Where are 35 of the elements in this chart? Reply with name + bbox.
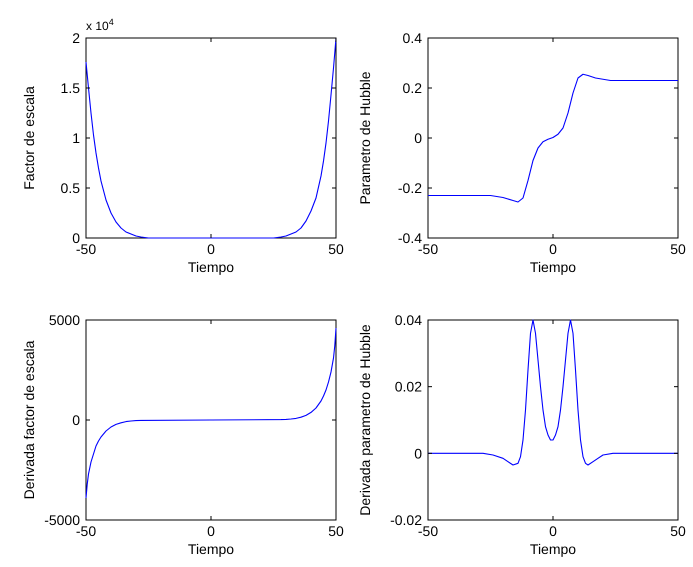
x-tick-label: 0 <box>549 523 558 539</box>
y-axis-title: Derivada parametro de Hubble <box>357 324 373 516</box>
line-series <box>85 37 337 239</box>
text: x 10$^{4}$ <box>86 17 114 33</box>
x-axis-title: Tiempo <box>188 259 234 275</box>
x-tick-label: 0 <box>549 241 558 257</box>
y-tick-label: 5000 <box>48 312 80 328</box>
y-tick-label: 0 <box>72 230 80 246</box>
y-tick-label: 2 <box>72 30 80 46</box>
x-axis-title: Tiempo <box>530 541 576 557</box>
y-axis-title: Factor de escala <box>21 86 37 190</box>
x-axis-title: Tiempo <box>530 259 576 275</box>
y-tick-label: 0.02 <box>394 378 422 395</box>
y-tick-label: 0.04 <box>394 312 422 328</box>
y-tick-label: 0 <box>414 130 422 146</box>
x-axis-title: Tiempo <box>188 541 234 557</box>
y-tick-label: 0 <box>414 445 422 462</box>
y-tick-label: -5000 <box>44 512 80 528</box>
x-tick-label: 0 <box>207 241 216 257</box>
y-axis-title: Parametro de Hubble <box>357 71 373 205</box>
line-series <box>85 327 337 499</box>
y-tick-label: 0.2 <box>402 80 422 96</box>
y-axis-title: Derivada factor de escala <box>21 340 37 500</box>
x-tick-label: 50 <box>328 241 344 257</box>
y-tick-label: 1.5 <box>60 80 80 96</box>
y-tick-label: 1 <box>72 130 80 146</box>
line-series <box>427 74 679 203</box>
y-tick-label: -0.2 <box>398 180 422 196</box>
x-tick-label: 50 <box>670 241 686 257</box>
x-tick-label: 50 <box>328 523 344 539</box>
y-tick-label: 0.4 <box>402 30 422 46</box>
y-tick-label: 0 <box>72 412 80 428</box>
y-tick-label: 0.5 <box>60 180 80 196</box>
x-tick-label: 50 <box>670 523 686 539</box>
x-tick-label: 0 <box>207 523 216 539</box>
